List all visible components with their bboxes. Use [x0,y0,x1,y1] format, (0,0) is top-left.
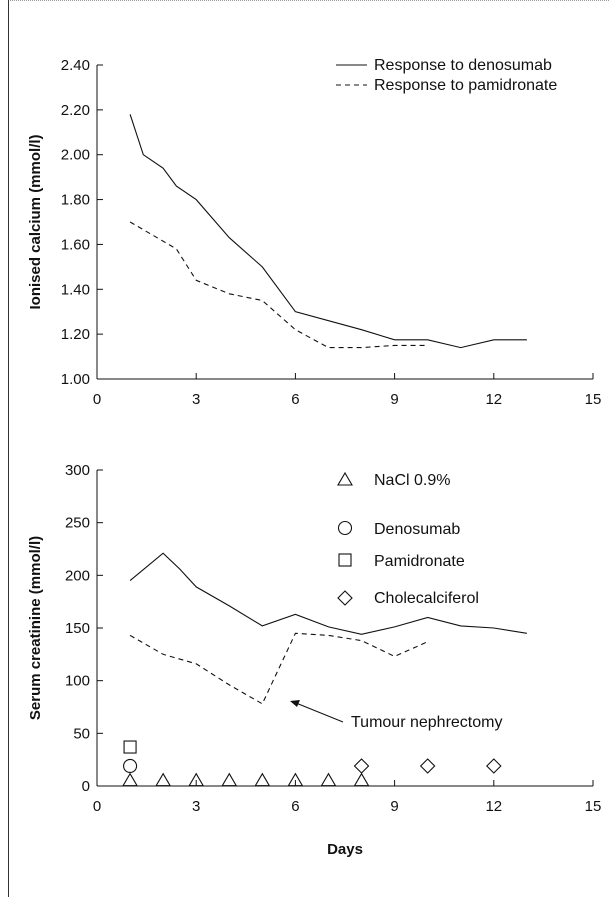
calcium-x-tick-label: 3 [192,391,200,408]
marker-triangle-icon [155,772,172,787]
calcium-x-tick-label: 0 [93,391,101,408]
legend-label-denosumab: Response to denosumab [374,57,552,74]
legend-label-denosumab: Denosumab [374,521,460,538]
calcium-axes [96,65,593,380]
creatinine-y-axis-title: Serum creatinine (mmol/l) [27,536,44,720]
annotation-arrowhead-icon [290,700,300,707]
calcium-y-tick-label: 2.40 [61,57,90,74]
creatinine-x-tick-label: 12 [485,798,502,815]
calcium-y-tick-label: 1.60 [61,236,90,253]
creatinine-y-tick-label: 300 [65,462,90,479]
marker-square-icon [123,740,137,754]
calcium-series-line-solid [129,114,527,349]
calcium-x-tick-label: 15 [585,391,602,408]
creatinine-markers [122,740,502,787]
creatinine-y-tick-label: 100 [65,673,90,690]
calcium-y-tick-label: 2.20 [61,102,90,119]
creatinine-axes [96,470,593,787]
frame-top-border [8,0,609,2]
creatinine-series-line-dashed [129,632,428,705]
annotation-arrow-line [295,702,344,723]
legend-label-pamidronate: Pamidronate [374,553,465,570]
calcium-y-tick-label: 1.00 [61,371,90,388]
marker-triangle-icon [188,772,205,787]
calcium-y-axis-title: Ionised calcium (mmol/l) [27,134,44,309]
legend-label-cholecalciferol: Cholecalciferol [374,590,479,607]
marker-triangle-icon [122,772,139,787]
creatinine-x-tick-label: 0 [93,798,101,815]
creatinine-x-tick-label: 15 [585,798,602,815]
annotation-label: Tumour nephrectomy [351,714,502,731]
calcium-x-tick-label: 9 [390,391,398,408]
creatinine-series [129,552,527,705]
calcium-y-tick-label: 2.00 [61,147,90,164]
creatinine-y-tick-label: 50 [73,725,90,742]
frame-left-border [8,0,9,897]
creatinine-y-tick-label: 250 [65,515,90,532]
legend-label-nacl: NaCl 0.9% [374,472,450,489]
creatinine-legend: NaCl 0.9% Denosumab Pamidronate Cholecal… [337,471,479,607]
creatinine-x-tick-label: 3 [192,798,200,815]
creatinine-x-tick-label: 9 [390,798,398,815]
calcium-ticks: 0 3 6 9 12 15 1.00 1.20 1.40 1.60 1.80 2.00 2.20 2.40 [61,57,602,408]
legend-square-icon [338,553,352,567]
calcium-x-tick-label: 6 [291,391,299,408]
marker-triangle-icon [353,772,370,787]
creatinine-y-tick-label: 150 [65,620,90,637]
marker-circle-icon [123,758,138,774]
legend-circle-icon [337,520,353,536]
legend-triangle-icon [337,471,353,486]
marker-triangle-icon [320,772,337,787]
creatinine-y-tick-label: 0 [82,778,90,795]
calcium-y-tick-label: 1.20 [61,326,90,343]
marker-diamond-icon [486,758,502,774]
marker-triangle-icon [287,772,304,787]
calcium-chart: 0 3 6 9 12 15 1.00 1.20 1.40 1.60 1.80 2.00 2.20 2.40… [27,57,601,408]
legend-diamond-icon [337,590,353,606]
creatinine-y-tick-label: 200 [65,567,90,584]
calcium-y-tick-label: 1.80 [61,192,90,209]
calcium-series-line-dashed [129,221,428,349]
creatinine-x-tick-label: 6 [291,798,299,815]
calcium-y-tick-label: 1.40 [61,281,90,298]
marker-diamond-icon [419,758,436,774]
nephrectomy-annotation: Tumour nephrectomy [290,700,502,731]
creatinine-series-line-solid [129,552,527,635]
creatinine-x-axis-title: Days [327,841,363,858]
calcium-legend: Response to denosumab Response to pamidr… [336,57,557,94]
marker-triangle-icon [254,772,271,787]
legend-label-pamidronate: Response to pamidronate [374,77,557,94]
marker-triangle-icon [221,772,238,787]
calcium-x-tick-label: 12 [485,391,502,408]
marker-diamond-icon [353,758,370,774]
calcium-series [129,114,527,349]
